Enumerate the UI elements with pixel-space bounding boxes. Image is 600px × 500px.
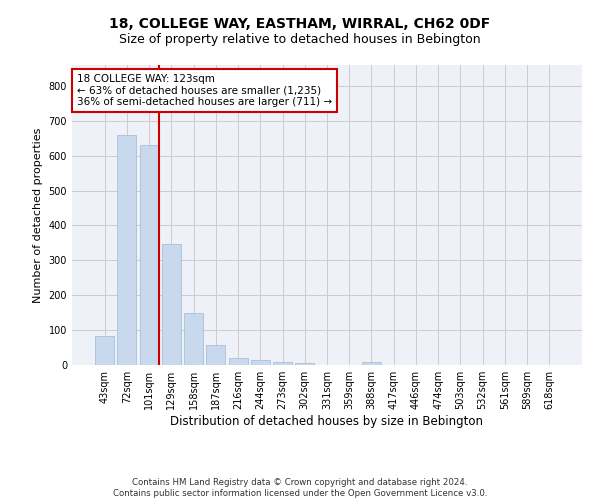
Bar	[118, 135, 136, 365]
X-axis label: Distribution of detached houses by size in Bebington: Distribution of detached houses by size …	[170, 415, 484, 428]
Text: Contains HM Land Registry data © Crown copyright and database right 2024.
Contai: Contains HM Land Registry data © Crown c…	[113, 478, 487, 498]
Bar	[184, 314, 203, 365]
Bar	[95, 336, 114, 365]
Bar	[273, 362, 292, 365]
Bar	[295, 362, 314, 365]
Text: 18, COLLEGE WAY, EASTHAM, WIRRAL, CH62 0DF: 18, COLLEGE WAY, EASTHAM, WIRRAL, CH62 0…	[109, 18, 491, 32]
Bar	[162, 244, 181, 365]
Bar	[140, 145, 158, 365]
Y-axis label: Number of detached properties: Number of detached properties	[33, 128, 43, 302]
Bar	[229, 358, 248, 365]
Text: 18 COLLEGE WAY: 123sqm
← 63% of detached houses are smaller (1,235)
36% of semi-: 18 COLLEGE WAY: 123sqm ← 63% of detached…	[77, 74, 332, 107]
Text: Size of property relative to detached houses in Bebington: Size of property relative to detached ho…	[119, 32, 481, 46]
Bar	[206, 345, 225, 365]
Bar	[251, 360, 270, 365]
Bar	[362, 362, 381, 365]
